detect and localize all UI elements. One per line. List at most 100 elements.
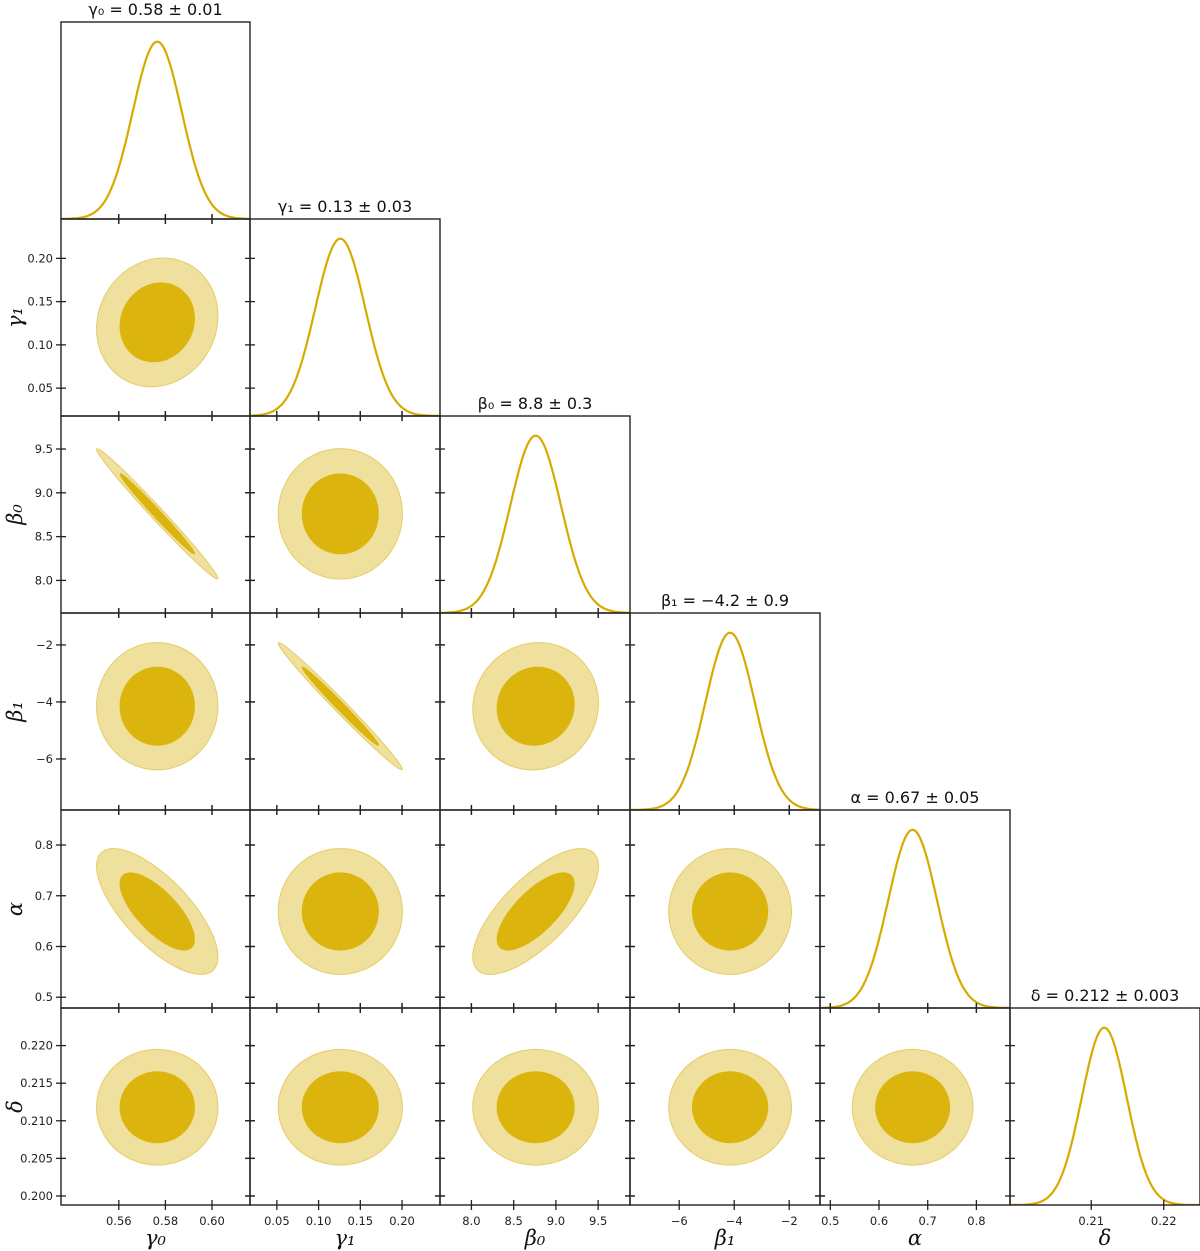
y-tick-label: 0.05 bbox=[27, 381, 53, 395]
panel-content bbox=[96, 1048, 219, 1166]
panel-frame bbox=[60, 21, 251, 220]
panel-frame bbox=[439, 415, 631, 614]
inner-contour-68 bbox=[119, 872, 195, 951]
y-tick-label: 0.215 bbox=[20, 1076, 53, 1090]
x-axis-label-1: γ₁ bbox=[335, 1226, 356, 1250]
x-axis-label-0: γ₀ bbox=[145, 1226, 167, 1250]
inner-contour-68 bbox=[119, 473, 195, 555]
panel-title-1: γ₁ = 0.13 ± 0.03 bbox=[278, 197, 412, 216]
inner-contour-68 bbox=[875, 1071, 951, 1144]
panel-content bbox=[668, 848, 793, 975]
marginal-panel-1: γ₁ = 0.13 ± 0.03 bbox=[249, 197, 441, 421]
marginal-curve-3 bbox=[630, 631, 820, 810]
y-tick-label: 0.220 bbox=[20, 1039, 53, 1053]
panel-frame bbox=[629, 612, 821, 811]
x-tick-label: 0.56 bbox=[106, 1214, 132, 1228]
joint-panel-3-1 bbox=[245, 608, 445, 815]
y-tick-label: −6 bbox=[36, 752, 53, 766]
panel-content bbox=[472, 642, 600, 771]
inner-contour-68 bbox=[119, 666, 195, 746]
y-tick-label: −4 bbox=[36, 695, 53, 709]
inner-contour-68 bbox=[301, 473, 379, 555]
panel-frame bbox=[1009, 1007, 1200, 1206]
marginal-panel-5: δ = 0.212 ± 0.003 bbox=[1009, 986, 1200, 1210]
x-tick-label: 9.5 bbox=[589, 1214, 607, 1228]
y-tick-label: 0.200 bbox=[20, 1189, 53, 1203]
marginal-curve-5 bbox=[1010, 1026, 1200, 1205]
inner-contour-68 bbox=[692, 1071, 769, 1144]
x-tick-label: 0.10 bbox=[306, 1214, 332, 1228]
y-tick-label: 0.5 bbox=[35, 990, 53, 1004]
marginal-panel-0: γ₀ = 0.58 ± 0.01 bbox=[60, 0, 251, 224]
y-tick-label: 0.8 bbox=[35, 838, 53, 852]
joint-panel-5-4 bbox=[815, 1003, 1015, 1210]
panel-content bbox=[61, 40, 250, 219]
panel-content bbox=[96, 257, 219, 388]
joint-panel-4-2 bbox=[435, 805, 635, 1013]
joint-panel-5-1 bbox=[245, 1003, 445, 1210]
joint-panel-5-2 bbox=[435, 1003, 635, 1210]
panel-title-2: β₀ = 8.8 ± 0.3 bbox=[478, 394, 593, 413]
y-tick-label: 9.5 bbox=[35, 442, 53, 456]
x-axis-label-2: β₀ bbox=[524, 1226, 546, 1250]
marginal-curve-4 bbox=[820, 828, 1010, 1008]
panel-content bbox=[472, 1048, 600, 1166]
y-tick-label: −2 bbox=[36, 638, 53, 652]
x-tick-label: 0.6 bbox=[870, 1214, 888, 1228]
marginal-curve-2 bbox=[440, 434, 630, 613]
joint-panel-5-0 bbox=[56, 1003, 255, 1210]
x-tick-label: 0.7 bbox=[919, 1214, 937, 1228]
x-tick-label: 0.15 bbox=[348, 1214, 374, 1228]
y-tick-label: 8.5 bbox=[35, 530, 53, 544]
x-axis-label-4: α bbox=[908, 1226, 922, 1250]
y-tick-label: 0.15 bbox=[27, 295, 53, 309]
x-tick-label: 0.5 bbox=[821, 1214, 839, 1228]
y-axis-label-5: δ bbox=[3, 1100, 27, 1113]
panel-content bbox=[96, 642, 219, 771]
y-tick-label: 0.10 bbox=[27, 338, 53, 352]
joint-panel-2-0 bbox=[56, 411, 255, 618]
x-tick-label: −4 bbox=[726, 1214, 743, 1228]
x-tick-label: 0.58 bbox=[153, 1214, 179, 1228]
panel-frame bbox=[249, 218, 441, 417]
x-tick-label: 0.22 bbox=[1151, 1214, 1177, 1228]
inner-contour-68 bbox=[692, 872, 769, 951]
x-axis-label-3: β₁ bbox=[714, 1226, 736, 1250]
x-tick-label: 0.8 bbox=[967, 1214, 985, 1228]
marginal-panel-2: β₀ = 8.8 ± 0.3 bbox=[439, 394, 631, 618]
y-axis-label-2: β₀ bbox=[3, 504, 27, 526]
inner-contour-68 bbox=[301, 666, 379, 746]
x-tick-label: −6 bbox=[671, 1214, 688, 1228]
y-tick-label: 0.7 bbox=[35, 889, 53, 903]
x-tick-label: 8.5 bbox=[505, 1214, 523, 1228]
y-axis-label-4: α bbox=[3, 902, 27, 916]
panel-content bbox=[277, 1048, 403, 1166]
panel-content bbox=[851, 1048, 974, 1166]
inner-contour-68 bbox=[496, 666, 575, 746]
panel-content bbox=[277, 642, 403, 771]
panel-title-4: α = 0.67 ± 0.05 bbox=[851, 788, 980, 807]
inner-contour-68 bbox=[301, 1071, 379, 1144]
panel-content bbox=[1010, 1026, 1200, 1205]
y-axis-label-1: γ₁ bbox=[3, 307, 27, 328]
marginal-panel-3: β₁ = −4.2 ± 0.9 bbox=[629, 591, 821, 815]
inner-contour-68 bbox=[119, 1071, 195, 1144]
joint-panel-4-1 bbox=[245, 805, 445, 1013]
marginal-curve-1 bbox=[250, 237, 440, 416]
joint-panel-3-0 bbox=[56, 608, 255, 815]
panel-content bbox=[820, 828, 1010, 1008]
joint-panel-4-0 bbox=[56, 805, 255, 1013]
panel-content bbox=[277, 448, 403, 580]
panel-frame bbox=[819, 809, 1011, 1009]
panel-content bbox=[96, 448, 219, 580]
y-tick-label: 9.0 bbox=[35, 486, 53, 500]
x-tick-label: 0.05 bbox=[264, 1214, 290, 1228]
joint-panel-1-0 bbox=[56, 214, 255, 421]
x-tick-label: 8.0 bbox=[462, 1214, 480, 1228]
y-tick-label: 0.205 bbox=[20, 1151, 53, 1165]
x-tick-label: 9.0 bbox=[547, 1214, 565, 1228]
inner-contour-68 bbox=[301, 872, 379, 951]
inner-contour-68 bbox=[119, 282, 195, 363]
y-tick-label: 0.6 bbox=[35, 939, 53, 953]
